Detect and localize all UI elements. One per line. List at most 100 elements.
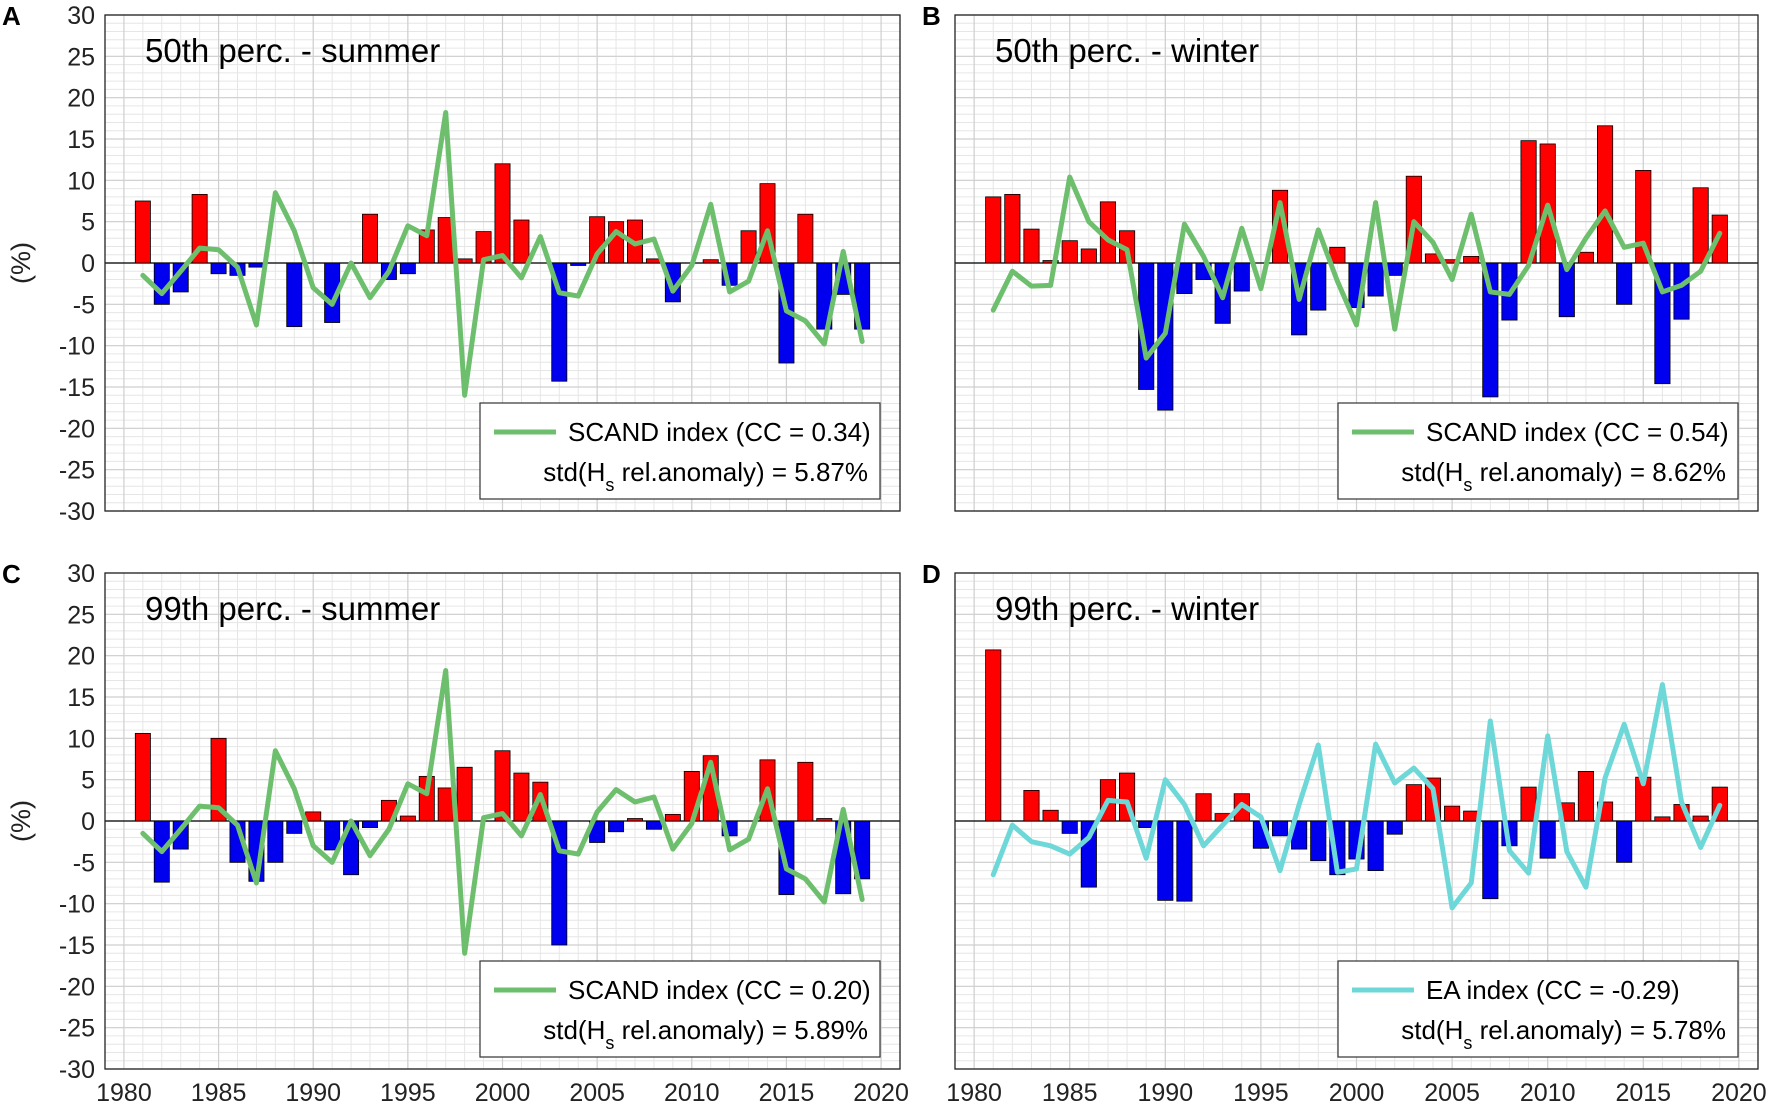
bar-1989 bbox=[286, 262, 303, 328]
legend-stat-prefix: std(H bbox=[1401, 1015, 1463, 1045]
y-tick-label: 10 bbox=[67, 725, 95, 753]
bar-1986 bbox=[1080, 248, 1097, 264]
bar-1992 bbox=[1195, 793, 1212, 822]
panel-letter: B bbox=[922, 1, 941, 31]
bar-1994 bbox=[1233, 262, 1250, 292]
legend-stat-label: std(Hs rel.anomaly) = 5.78% bbox=[1401, 1015, 1726, 1053]
bar-1988 bbox=[267, 820, 284, 863]
x-tick-label: 1995 bbox=[380, 1079, 436, 1107]
panel-title: 99th perc. - winter bbox=[995, 590, 1259, 627]
y-tick-label: 30 bbox=[67, 560, 95, 588]
bar-2012 bbox=[1577, 771, 1594, 822]
index-line bbox=[140, 668, 865, 956]
legend-stat-suffix: rel.anomaly) = 5.78% bbox=[1472, 1015, 1726, 1045]
y-tick-label: -30 bbox=[59, 1056, 95, 1084]
panel-title: 50th perc. - summer bbox=[145, 32, 440, 69]
bar-2013 bbox=[1597, 125, 1614, 264]
y-tick-label: 30 bbox=[67, 2, 95, 30]
x-tick-label: 2020 bbox=[853, 1079, 909, 1107]
bar-2001 bbox=[513, 219, 530, 264]
bar-2013 bbox=[740, 230, 757, 264]
y-tick-label: -25 bbox=[59, 457, 95, 485]
y-tick-label: 15 bbox=[67, 684, 95, 712]
bar-2004 bbox=[570, 262, 587, 266]
bar-2016 bbox=[1654, 816, 1671, 822]
bar-1993 bbox=[362, 213, 378, 264]
bar-1998 bbox=[1310, 820, 1327, 862]
axes-frame bbox=[954, 14, 1759, 512]
y-tick-label: -5 bbox=[73, 291, 95, 319]
y-tick-label: 25 bbox=[67, 43, 95, 71]
y-tick-label: -10 bbox=[59, 891, 95, 919]
panel-title: 99th perc. - summer bbox=[145, 590, 440, 627]
legend-stat-label: std(Hs rel.anomaly) = 5.87% bbox=[543, 457, 868, 495]
x-tick-label: 2005 bbox=[1424, 1079, 1480, 1107]
bar-2019 bbox=[1711, 214, 1728, 264]
bar-1985 bbox=[210, 737, 227, 822]
bar-1991 bbox=[1176, 820, 1193, 902]
x-tick-label: 1985 bbox=[1042, 1079, 1098, 1107]
y-tick-label: 15 bbox=[67, 126, 95, 154]
y-tick-label: -15 bbox=[59, 374, 95, 402]
bar-2001 bbox=[513, 772, 530, 822]
legend-stat-suffix: rel.anomaly) = 5.87% bbox=[614, 457, 868, 487]
bar-2000 bbox=[494, 750, 511, 822]
panel-letter: C bbox=[2, 559, 21, 589]
y-tick-label: 25 bbox=[67, 601, 95, 629]
bar-2009 bbox=[1520, 786, 1537, 822]
bar-2001 bbox=[1367, 262, 1384, 297]
legend-box bbox=[479, 960, 881, 1058]
legend-line-label: SCAND index (CC = 0.20) bbox=[568, 975, 871, 1005]
bar-1989 bbox=[286, 820, 303, 834]
bar-1984 bbox=[1042, 809, 1059, 822]
bar-2006 bbox=[608, 221, 625, 264]
bar-2015 bbox=[778, 820, 795, 895]
bar-1985 bbox=[1061, 240, 1078, 264]
bar-2008 bbox=[645, 820, 662, 830]
panel-a: -30 -25 -20 -15 -10 -5 0 5 10 15 20 25 30 (%) A 50th pe… bbox=[2, 1, 901, 526]
panel-c: -30 -25 -20 -15 -10 -5 0 5 10 15 20 25 30 1980 1985 199… bbox=[2, 559, 909, 1107]
y-tick-label: 10 bbox=[67, 167, 95, 195]
bar-1985 bbox=[210, 262, 227, 275]
bar-1987 bbox=[248, 262, 265, 268]
axes-frame bbox=[104, 14, 901, 512]
y-tick-label: -20 bbox=[59, 973, 95, 1001]
panel-letter: A bbox=[2, 1, 21, 31]
panel-letter: D bbox=[922, 559, 941, 589]
panel-title: 50th perc. - winter bbox=[995, 32, 1259, 69]
index-line bbox=[990, 682, 1723, 911]
legend: SCAND index (CC = 0.20) std(Hs rel.anomal… bbox=[479, 960, 881, 1058]
bar-1996 bbox=[1271, 820, 1289, 837]
bar-2017 bbox=[816, 818, 833, 822]
x-tick-label: 2000 bbox=[475, 1079, 531, 1107]
legend-box bbox=[1337, 960, 1739, 1058]
bar-2001 bbox=[1367, 820, 1384, 871]
bar-1995 bbox=[399, 815, 416, 822]
axes-frame bbox=[104, 572, 901, 1070]
x-tick-label: 2015 bbox=[759, 1079, 815, 1107]
bar-2002 bbox=[1386, 262, 1403, 276]
bar-2017 bbox=[1673, 262, 1690, 320]
bar-1981 bbox=[985, 649, 1002, 822]
bar-1990 bbox=[305, 811, 322, 822]
x-tick-label: 1990 bbox=[1137, 1079, 1193, 1107]
x-tick-label: 1980 bbox=[96, 1079, 152, 1107]
y-tick-label: 5 bbox=[81, 209, 95, 237]
legend-stat-suffix: rel.anomaly) = 5.89% bbox=[614, 1015, 868, 1045]
bar-1984 bbox=[1042, 260, 1059, 264]
legend: SCAND index (CC = 0.34) std(Hs rel.anomal… bbox=[479, 402, 881, 500]
x-tick-label: 1980 bbox=[946, 1079, 1002, 1107]
axes-frame bbox=[954, 572, 1759, 1070]
bar-series bbox=[985, 125, 1728, 411]
panel-d: 1980 1985 1990 1995 2000 2005 2010 2015 2020 D 99t… bbox=[922, 559, 1767, 1107]
bar-1983 bbox=[1023, 228, 1040, 264]
bar-2007 bbox=[1482, 820, 1499, 900]
bar-1984 bbox=[191, 193, 208, 264]
y-axis-label: (%) bbox=[6, 800, 36, 842]
bar-2019 bbox=[854, 820, 871, 880]
bar-2006 bbox=[608, 820, 625, 833]
y-axis-label: (%) bbox=[6, 242, 36, 284]
bar-2002 bbox=[1386, 820, 1403, 835]
bar-2010 bbox=[1539, 820, 1556, 859]
bar-2003 bbox=[1405, 784, 1422, 822]
